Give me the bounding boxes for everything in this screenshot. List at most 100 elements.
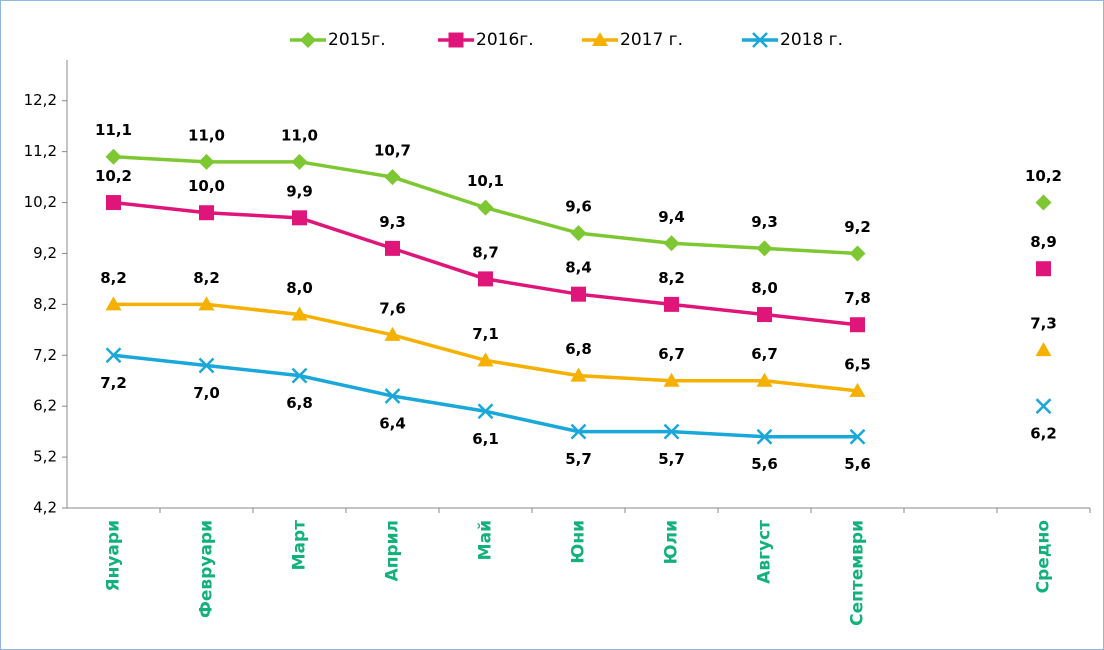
marker [663,235,680,252]
data-label: 9,6 [565,198,592,216]
marker [291,367,308,384]
x-tick-label: Януари [104,520,124,591]
data-label: 9,2 [844,218,871,236]
marker [477,199,494,216]
data-label: 6,7 [658,345,685,363]
data-label: 9,4 [658,208,685,226]
data-label: 10,0 [188,177,225,195]
data-label: 11,0 [281,126,318,144]
marker [105,347,122,364]
marker [300,32,316,48]
marker [664,296,679,312]
marker [198,296,215,311]
data-label: 7,1 [472,325,499,343]
data-label: 10,1 [467,172,504,190]
x-tick-label: Август [755,520,775,584]
data-label: 5,7 [658,450,685,468]
marker [570,423,587,440]
marker [384,169,401,186]
data-label: 6,7 [751,345,778,363]
marker [198,357,215,374]
y-tick-label: 12,2 [24,91,57,109]
data-label: 11,1 [95,121,132,139]
data-label: 6,5 [844,355,871,373]
x-tick-label: Март [290,520,310,571]
marker [385,240,400,256]
data-label: 7,2 [100,374,127,392]
marker [477,352,494,367]
marker [1035,342,1052,357]
data-label: 9,3 [379,213,406,231]
marker [384,388,401,404]
x-tick-label: Септември [848,520,868,626]
x-tick-label: Април [383,520,403,581]
marker [756,372,773,387]
marker [384,326,401,341]
legend-label: 2015г. [328,30,386,50]
data-label: 8,0 [286,279,313,297]
marker [291,306,308,321]
marker [199,205,214,221]
marker [850,317,865,333]
marker [570,367,587,382]
marker [592,32,608,46]
marker [849,382,866,397]
data-label: 8,0 [751,279,778,297]
data-label: 7,0 [193,384,220,402]
marker [448,32,464,48]
data-label: 5,7 [565,450,592,468]
data-label: 10,7 [374,142,411,160]
marker [752,32,768,48]
data-label: 7,3 [1030,315,1057,333]
marker [756,428,773,445]
marker [291,153,308,170]
marker [105,296,122,311]
marker [477,403,494,420]
data-label: 8,7 [472,243,499,261]
legend-label: 2017 г. [620,30,683,50]
x-tick-label: Май [476,520,496,560]
data-label: 11,0 [188,126,225,144]
data-label: 5,6 [844,455,871,473]
data-label: 10,2 [1025,167,1062,185]
marker [663,423,680,440]
marker [1035,398,1052,415]
y-tick-label: 5,2 [33,448,57,466]
x-tick-label: Февруари [197,520,217,618]
data-label: 6,2 [1030,425,1057,443]
x-tick-label: Юли [662,520,682,564]
data-label: 5,6 [751,455,778,473]
marker [478,271,493,287]
y-tick-label: 10,2 [24,193,57,211]
y-tick-label: 9,2 [33,244,57,262]
data-label: 6,8 [286,394,313,412]
x-tick-label: Юни [569,520,589,564]
marker [756,240,773,257]
data-label: 8,9 [1030,233,1057,251]
data-label: 8,2 [658,269,685,287]
y-tick-label: 4,2 [33,499,57,517]
data-label: 8,2 [100,269,127,287]
marker [198,153,215,170]
data-label: 6,8 [565,340,592,358]
marker [757,307,772,323]
data-label: 6,4 [379,415,406,433]
marker [1036,261,1051,277]
marker [106,195,121,211]
legend-label: 2018 г. [780,30,843,50]
y-tick-label: 11,2 [24,142,57,160]
marker [570,225,587,242]
data-label: 8,2 [193,269,220,287]
marker [1035,194,1052,211]
data-label: 7,6 [379,299,406,317]
data-label: 9,9 [286,182,313,200]
marker [849,428,866,445]
x-tick-label: Средно [1034,520,1054,593]
data-label: 7,8 [844,289,871,307]
legend-label: 2016г. [476,30,534,50]
marker [849,245,866,262]
marker [571,286,586,302]
marker [292,210,307,226]
